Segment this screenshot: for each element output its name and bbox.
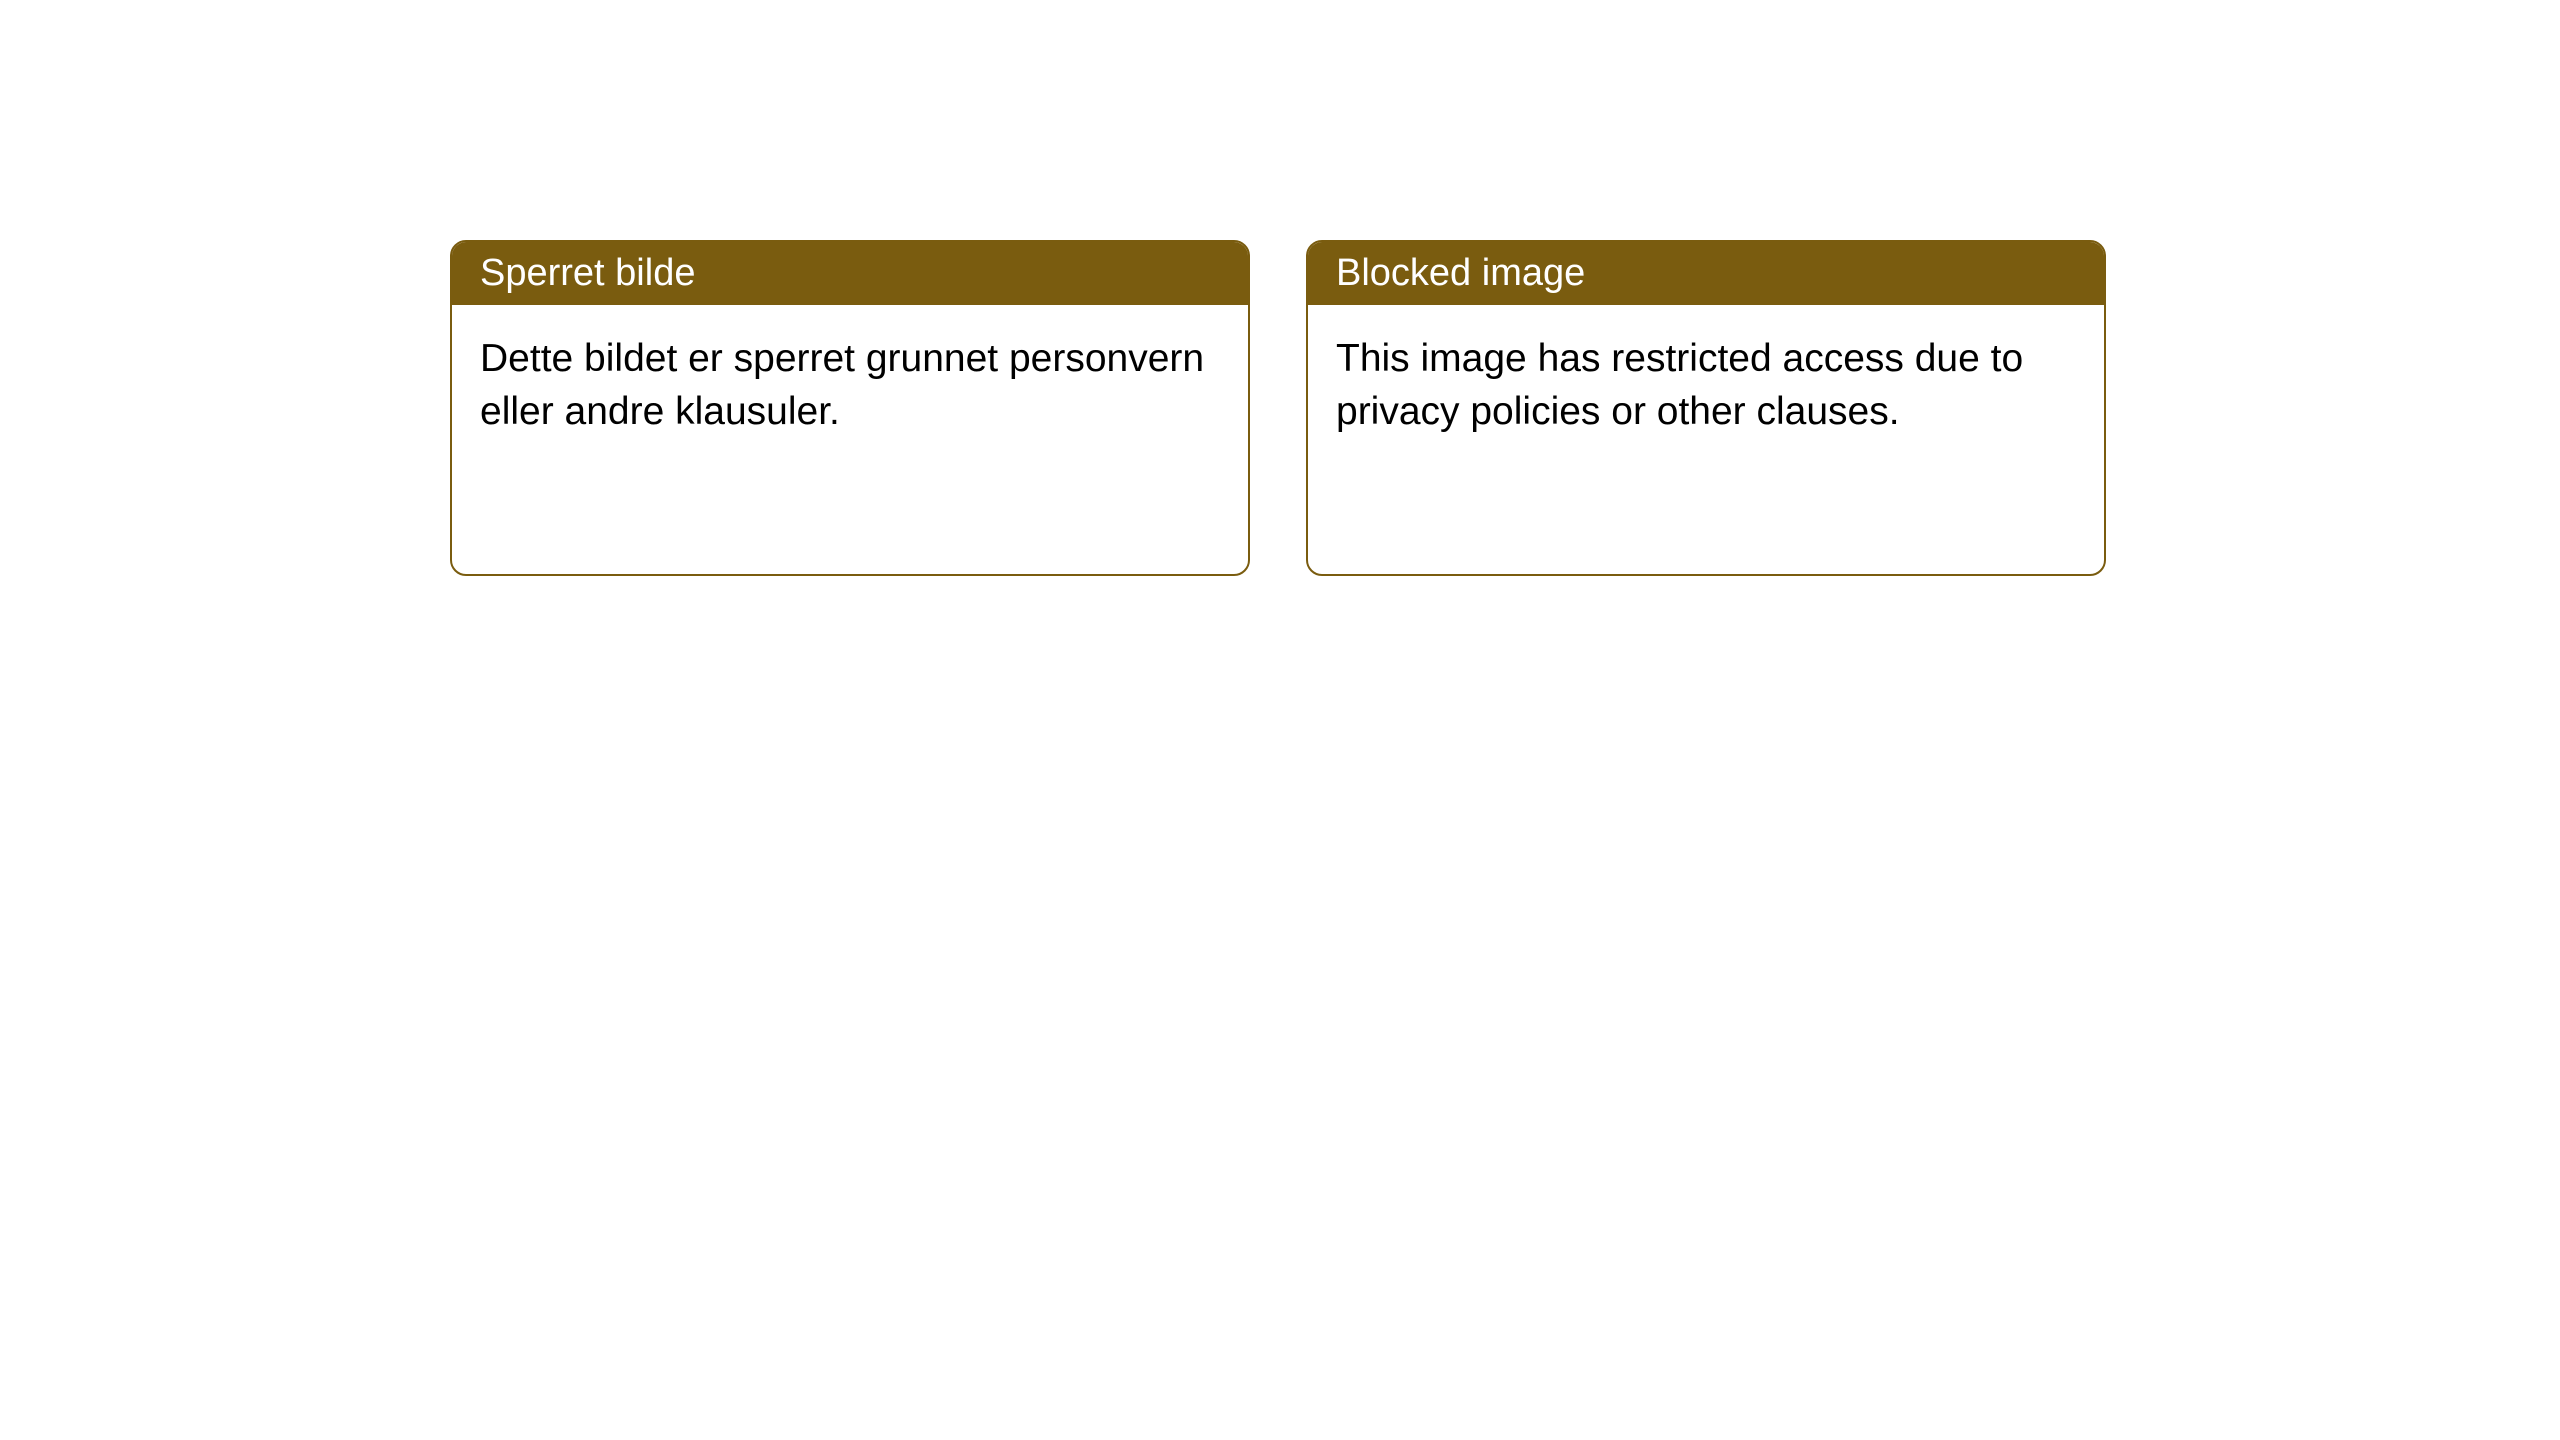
notice-body-text: Dette bildet er sperret grunnet personve… [480, 337, 1204, 433]
notice-body-text: This image has restricted access due to … [1336, 337, 2023, 433]
notice-card-english: Blocked image This image has restricted … [1306, 240, 2106, 576]
notice-body: Dette bildet er sperret grunnet personve… [452, 305, 1248, 466]
notice-title: Sperret bilde [480, 252, 695, 294]
notice-card-norwegian: Sperret bilde Dette bildet er sperret gr… [450, 240, 1250, 576]
notice-header: Sperret bilde [452, 242, 1248, 305]
notice-title: Blocked image [1336, 252, 1585, 294]
notice-header: Blocked image [1308, 242, 2104, 305]
notice-container: Sperret bilde Dette bildet er sperret gr… [0, 0, 2560, 576]
notice-body: This image has restricted access due to … [1308, 305, 2104, 466]
